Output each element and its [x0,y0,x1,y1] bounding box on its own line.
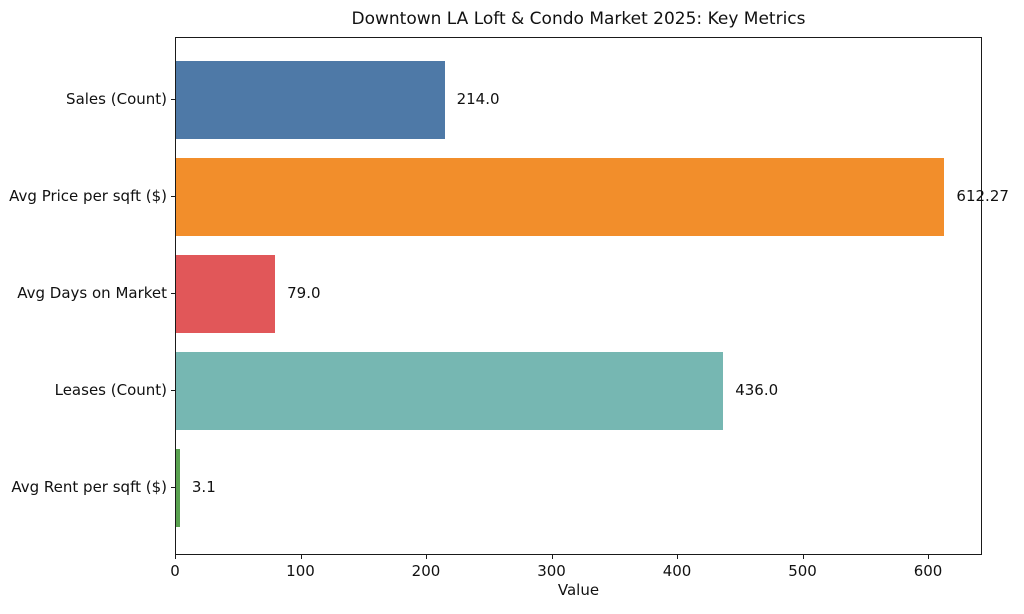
bar-value-label: 3.1 [191,478,216,496]
bar [176,449,180,527]
bar-value-label: 436.0 [735,381,779,399]
y-tick-mark [171,293,175,294]
plot-area [175,37,982,555]
bar-value-label: 214.0 [456,90,500,108]
y-tick-mark [171,99,175,100]
chart-title: Downtown LA Loft & Condo Market 2025: Ke… [351,9,806,29]
x-tick-label: 100 [286,562,315,580]
x-tick-label: 200 [411,562,441,580]
x-tick-mark [802,555,804,559]
x-tick-mark [928,555,930,559]
y-tick-label: Avg Rent per sqft ($) [11,478,167,496]
bar [176,255,276,333]
bar-value-label: 612.27 [956,187,1009,205]
bar [176,352,724,430]
x-tick-label: 400 [662,562,692,580]
x-tick-mark [300,555,302,559]
bar-value-label: 79.0 [287,284,321,302]
y-tick-label: Avg Price per sqft ($) [9,187,167,205]
x-tick-mark [426,555,427,559]
x-tick-label: 500 [788,562,817,580]
y-tick-mark [171,390,175,391]
y-tick-label: Avg Days on Market [17,284,167,302]
y-tick-label: Leases (Count) [54,381,167,399]
y-tick-mark [171,487,175,488]
bar [176,61,445,139]
bar [176,158,945,236]
x-tick-label: 0 [170,562,180,580]
x-tick-mark [677,555,679,559]
y-tick-label: Sales (Count) [66,90,167,108]
x-tick-label: 600 [913,562,943,580]
x-axis-title: Value [557,581,600,599]
x-tick-mark [551,555,553,559]
x-tick-label: 300 [537,562,566,580]
x-tick-mark [175,555,176,559]
y-tick-mark [171,196,175,197]
